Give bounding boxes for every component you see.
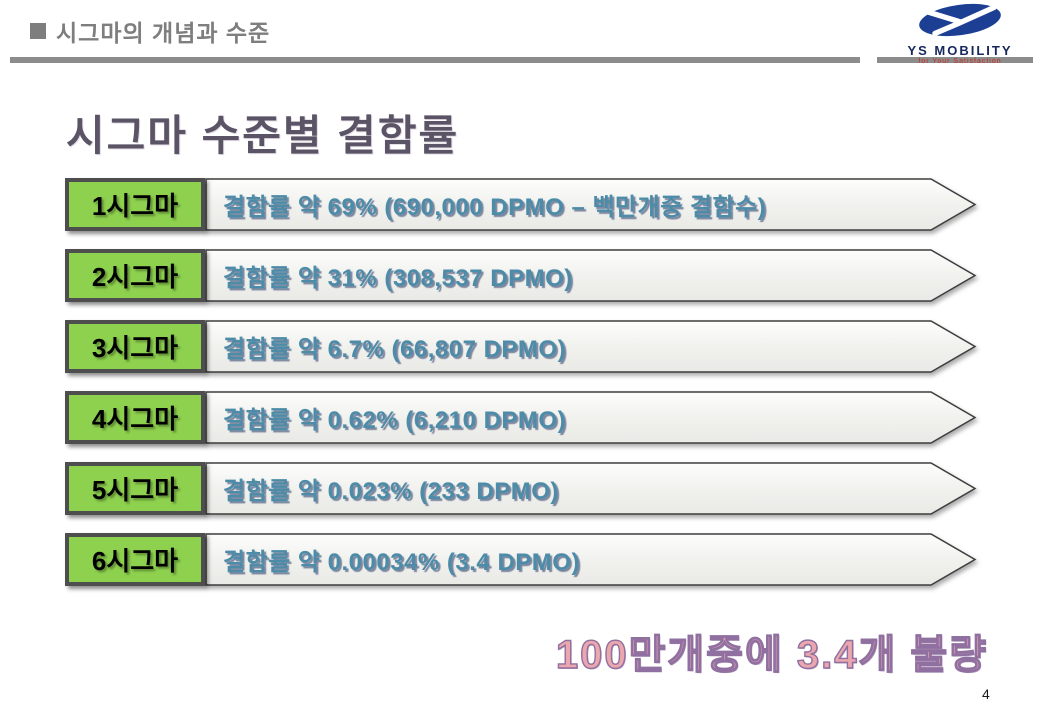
header-title-text: 시그마의 개념과 수준 [56,20,271,46]
ys-mobility-logo-icon [919,3,1001,37]
logo-tagline: for Your Satisfaction [918,58,1002,65]
defect-rate-text: 결함률 약 6.7% (66,807 DPMO) [223,336,567,363]
arrow-bar-shape [205,249,977,302]
defect-rate-bar: 결함률 약 0.62% (6,210 DPMO) [205,391,977,444]
highlight-text: 100만개중에 3.4개 불량 [555,632,988,677]
sigma-level-label: 2시그마 [65,249,205,302]
defect-rate-text: 결함률 약 31% (308,537 DPMO) [223,265,573,292]
arrow-bar-shape [205,320,977,373]
defect-rate-text: 결함률 약 0.00034% (3.4 DPMO) [223,549,580,576]
sigma-level-label: 4시그마 [65,391,205,444]
sigma-level-label: 1시그마 [65,178,205,231]
sigma-level-label: 5시그마 [65,462,205,515]
logo-name: YS MOBILITY [907,43,1013,58]
defect-rate-bar: 결함률 약 31% (308,537 DPMO) [205,249,977,302]
page-number: 4 [982,686,990,702]
defect-rate-bar: 결함률 약 0.023% (233 DPMO) [205,462,977,515]
defect-rate-bar: 결함률 약 6.7% (66,807 DPMO) [205,320,977,373]
sigma-row-1: 1시그마 결함률 약 69% (690,000 DPMO – 백만개중 결함수) [65,178,980,231]
sigma-row-4: 4시그마 결함률 약 0.62% (6,210 DPMO) [65,391,980,444]
page-title: 시그마 수준별 결함률 [66,112,460,159]
slide-header: 시그마의 개념과 수준 [30,14,270,48]
sigma-row-2: 2시그마 결함률 약 31% (308,537 DPMO) [65,249,980,302]
square-bullet-icon [30,23,46,39]
sigma-row-5: 5시그마 결함률 약 0.023% (233 DPMO) [65,462,980,515]
defect-rate-text: 결함률 약 0.62% (6,210 DPMO) [223,407,567,434]
defect-rate-text: 결함률 약 69% (690,000 DPMO – 백만개중 결함수) [223,194,767,221]
arrow-bar-shape [205,178,977,231]
defect-rate-text: 결함률 약 0.023% (233 DPMO) [223,478,559,505]
arrow-bar-shape [205,462,977,515]
sigma-level-label: 6시그마 [65,533,205,586]
header-divider-right [877,57,1033,63]
arrow-bar-shape [205,391,977,444]
company-logo: YS MOBILITY for Your Satisfaction [890,3,1030,65]
sigma-rows: 1시그마 결함률 약 69% (690,000 DPMO – 백만개중 결함수)… [65,178,980,586]
header-divider-left [10,57,860,63]
sigma-row-6: 6시그마 결함률 약 0.00034% (3.4 DPMO) [65,533,980,586]
defect-rate-bar: 결함률 약 0.00034% (3.4 DPMO) [205,533,977,586]
sigma-row-3: 3시그마 결함률 약 6.7% (66,807 DPMO) [65,320,980,373]
sigma-level-label: 3시그마 [65,320,205,373]
defect-rate-bar: 결함률 약 69% (690,000 DPMO – 백만개중 결함수) [205,178,977,231]
arrow-bar-shape [205,533,977,586]
